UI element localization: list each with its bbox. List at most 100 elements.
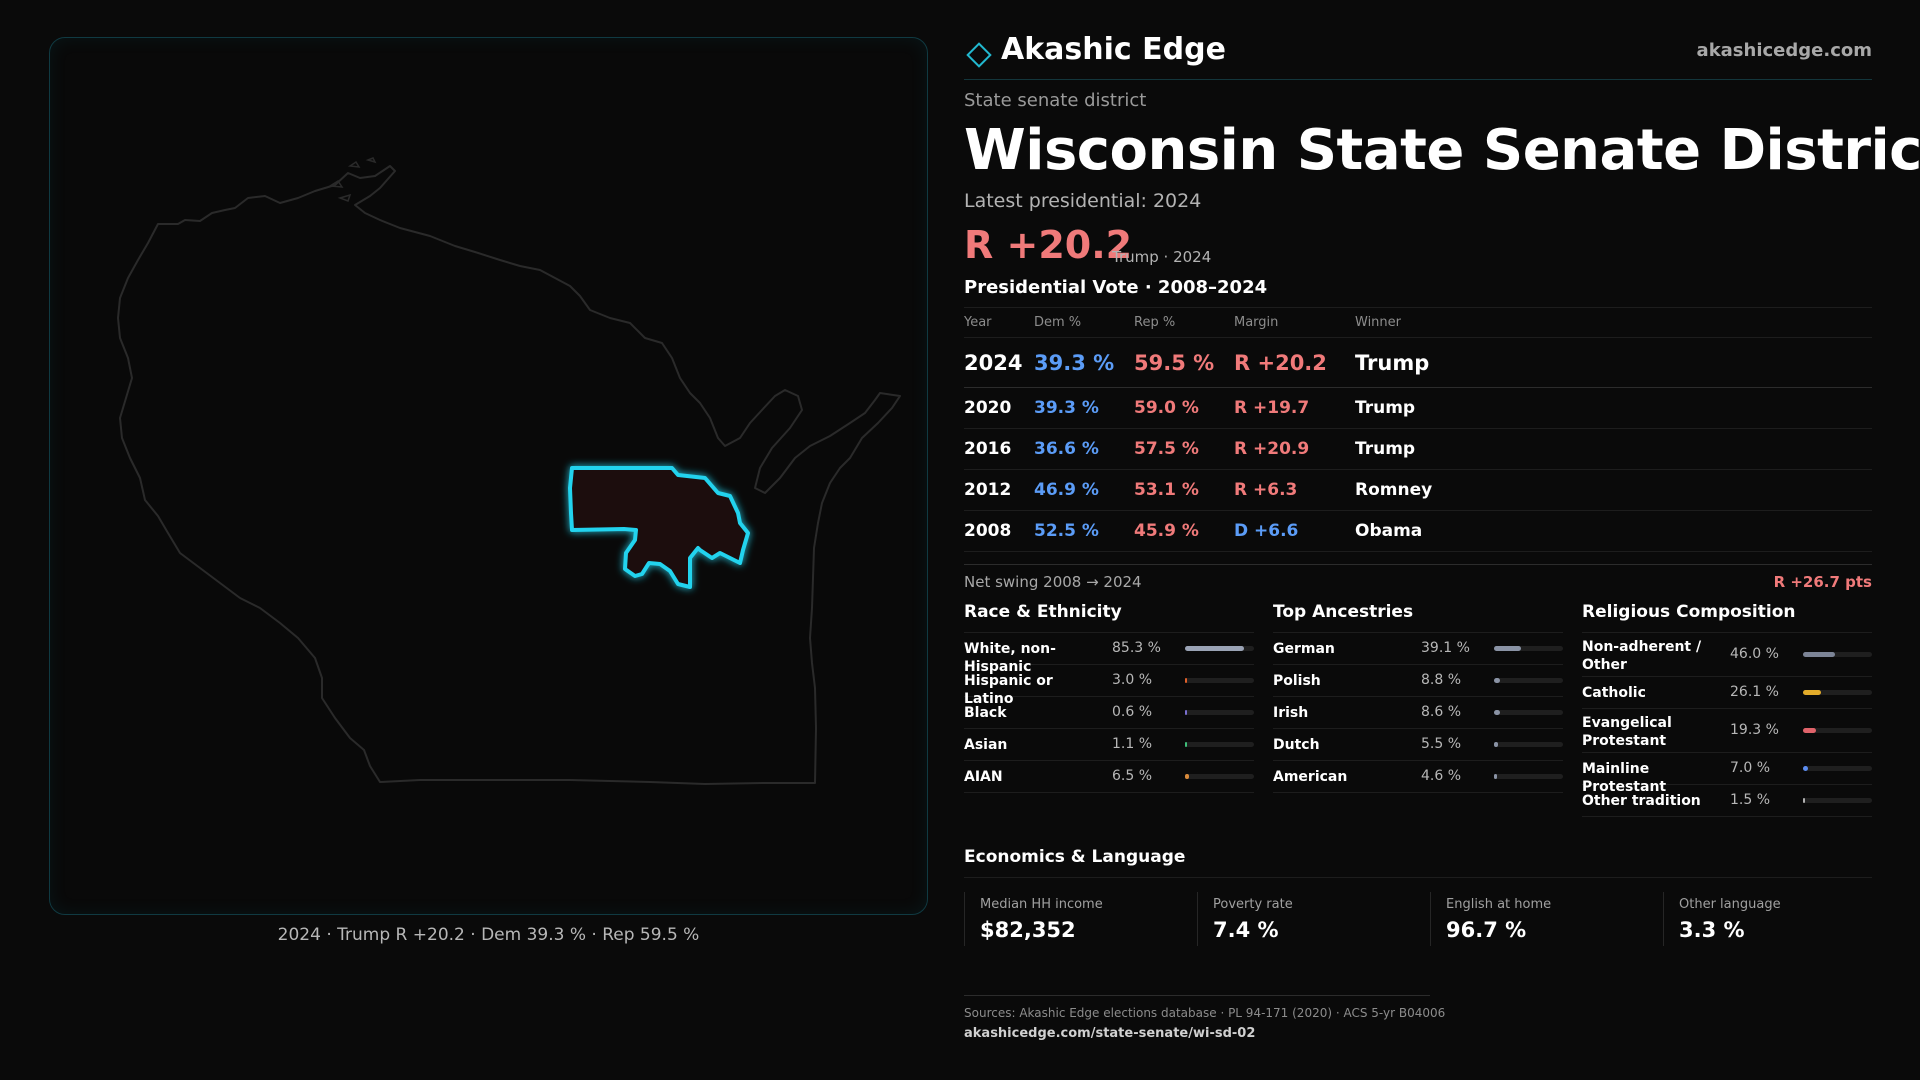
list-item: German 39.1 % <box>1273 633 1563 665</box>
race-ethnicity-panel: Race & Ethnicity White, non-Hispanic 85.3… <box>964 602 1254 793</box>
cell-rep: 53.1 % <box>1134 469 1234 511</box>
share-bar-track <box>1494 710 1563 715</box>
cell-rep: 59.0 % <box>1134 387 1234 429</box>
item-value: 7.0 % <box>1730 760 1771 776</box>
share-bar-fill <box>1185 678 1187 683</box>
cell-margin: R +20.9 <box>1234 428 1355 470</box>
list-item: White, non-Hispanic 85.3 % <box>964 633 1254 675</box>
item-value: 1.5 % <box>1730 792 1771 808</box>
cell-dem: 36.6 % <box>1034 428 1134 470</box>
district-outline <box>568 466 750 589</box>
item-value: 19.3 % <box>1730 722 1779 738</box>
item-label: Irish <box>1273 705 1309 721</box>
share-bar-track <box>1185 774 1254 779</box>
item-label: Hispanic or Latino <box>964 673 1053 707</box>
item-label: German <box>1273 641 1335 657</box>
econ-stat-label: Median HH income <box>980 897 1103 912</box>
econ-stat-card: Poverty rate 7.4 % <box>1197 892 1411 946</box>
item-value: 39.1 % <box>1421 640 1470 656</box>
cell-margin: R +19.7 <box>1234 387 1355 429</box>
religion-heading: Religious Composition <box>1582 602 1872 633</box>
share-bar-track <box>1494 742 1563 747</box>
state-outline <box>117 165 901 785</box>
share-bar-fill <box>1185 742 1187 747</box>
cell-year: 2008 <box>964 510 1034 552</box>
net-swing-row: Net swing 2008 → 2024 R +26.7 pts <box>964 564 1872 594</box>
cell-margin: D +6.6 <box>1234 510 1355 552</box>
share-bar-fill <box>1494 646 1521 651</box>
econ-stat-value: 3.3 % <box>1679 918 1745 942</box>
col-dem: Dem % <box>1034 307 1134 338</box>
item-value: 46.0 % <box>1730 646 1779 662</box>
religion-panel: Religious Composition Non-adherent / Oth… <box>1582 602 1872 817</box>
table-header-row: Year Dem % Rep % Margin Winner <box>964 307 1872 338</box>
ancestry-heading: Top Ancestries <box>1273 602 1563 633</box>
share-bar-track <box>1803 652 1872 657</box>
share-bar-track <box>1803 728 1872 733</box>
item-label: Mainline Protestant <box>1582 761 1667 795</box>
cell-dem: 46.9 % <box>1034 469 1134 511</box>
list-item: Irish 8.6 % <box>1273 697 1563 729</box>
item-value: 1.1 % <box>1112 736 1153 752</box>
cell-winner: Obama <box>1355 510 1872 552</box>
list-item: Mainline Protestant 7.0 % <box>1582 753 1872 795</box>
item-label: White, non-Hispanic <box>964 641 1056 675</box>
cell-dem: 39.3 % <box>1034 387 1134 429</box>
col-winner: Winner <box>1355 307 1872 338</box>
share-bar-fill <box>1803 690 1821 695</box>
cell-year: 2012 <box>964 469 1034 511</box>
info-column: Akashic Edge akashicedge.com State senat… <box>964 30 1920 1070</box>
col-year: Year <box>964 307 1034 338</box>
item-label: Catholic <box>1582 685 1646 701</box>
econ-stat-value: 96.7 % <box>1446 918 1527 942</box>
share-bar-fill <box>1494 678 1500 683</box>
econ-stat-value: $82,352 <box>980 918 1076 942</box>
cell-margin: R +6.3 <box>1234 469 1355 511</box>
item-value: 3.0 % <box>1112 672 1153 688</box>
item-value: 5.5 % <box>1421 736 1462 752</box>
share-bar-track <box>1494 774 1563 779</box>
cell-dem: 52.5 % <box>1034 510 1134 552</box>
econ-stat-card: English at home 96.7 % <box>1430 892 1644 946</box>
item-value: 8.8 % <box>1421 672 1462 688</box>
item-value: 8.6 % <box>1421 704 1462 720</box>
list-item: AIAN 6.5 % <box>964 761 1254 793</box>
econ-stat-card: Median HH income $82,352 <box>964 892 1178 946</box>
cell-year: 2020 <box>964 387 1034 429</box>
page-title: Wisconsin State Senate District 2 <box>964 118 1920 183</box>
item-label: Dutch <box>1273 737 1320 753</box>
cell-winner: Trump <box>1355 428 1872 470</box>
list-item: Dutch 5.5 % <box>1273 729 1563 761</box>
share-bar-track <box>1185 710 1254 715</box>
net-swing-value: R +26.7 pts <box>1773 573 1872 591</box>
share-bar-track <box>1185 646 1254 651</box>
list-item: Other tradition 1.5 % <box>1582 785 1872 817</box>
cell-rep: 57.5 % <box>1134 428 1234 470</box>
list-item: Asian 1.1 % <box>964 729 1254 761</box>
item-label: Polish <box>1273 673 1321 689</box>
list-item: Black 0.6 % <box>964 697 1254 729</box>
cell-dem: 39.3 % <box>1034 337 1134 388</box>
cell-year: 2016 <box>964 428 1034 470</box>
share-bar-fill <box>1494 774 1497 779</box>
table-row: 2016 36.6 % 57.5 % R +20.9 Trump <box>964 428 1872 470</box>
cell-margin: R +20.2 <box>1234 337 1355 388</box>
map-caption: 2024 · Trump R +20.2 · Dem 39.3 % · Rep … <box>277 925 700 945</box>
brand-url[interactable]: akashicedge.com <box>1696 40 1872 61</box>
econ-stat-label: Poverty rate <box>1213 897 1293 912</box>
item-value: 26.1 % <box>1730 684 1779 700</box>
race-heading: Race & Ethnicity <box>964 602 1254 633</box>
sources-link[interactable]: akashicedge.com/state-senate/wi-sd-02 <box>964 1026 1256 1041</box>
item-label: Black <box>964 705 1007 721</box>
item-value: 4.6 % <box>1421 768 1462 784</box>
cell-winner: Trump <box>1355 387 1872 429</box>
diamond-logo-icon <box>966 42 992 68</box>
ancestry-panel: Top Ancestries German 39.1 % Polish 8.8 % Ir… <box>1273 602 1563 793</box>
econ-stat-label: English at home <box>1446 897 1552 912</box>
list-item: Evangelical Protestant 19.3 % <box>1582 709 1872 753</box>
district-map <box>117 157 901 785</box>
item-label: AIAN <box>964 769 1003 785</box>
item-label: American <box>1273 769 1348 785</box>
table-row: 2008 52.5 % 45.9 % D +6.6 Obama <box>964 510 1872 552</box>
share-bar-fill <box>1803 728 1816 733</box>
